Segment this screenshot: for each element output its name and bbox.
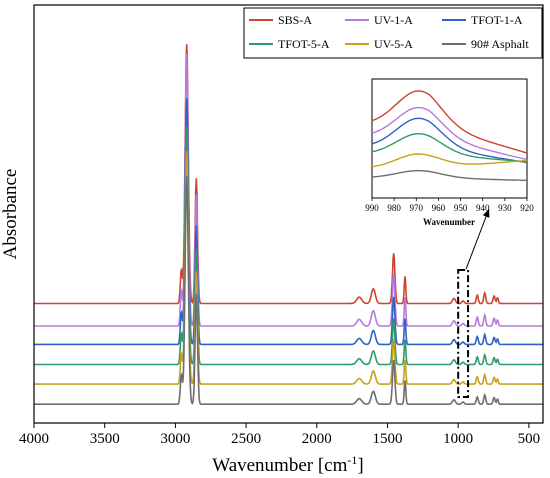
series-line-uv-5-a (34, 150, 543, 385)
legend-label-uv-1-a: UV-1-A (374, 13, 413, 27)
inset-series (372, 90, 527, 182)
inset-x-axis: 990 980 970 960 950 940 930 920 (365, 198, 534, 213)
inset-frame (371, 78, 528, 199)
x-axis-title: Wavenumber [cm-1] (212, 453, 363, 476)
inset-x-tick-label: 960 (432, 203, 446, 213)
legend-label-uv-5-a: UV-5-A (374, 37, 413, 51)
y-axis-title: Absorbance (0, 169, 21, 260)
inset-x-tick-label: 980 (387, 203, 401, 213)
inset-line-uv-5-a (372, 153, 527, 168)
inset-x-tick-label: 930 (498, 203, 512, 213)
x-tick-label: 3000 (160, 431, 190, 447)
inset-line-sbs-a (372, 90, 527, 154)
inset-x-axis-title: Wavenumber (423, 217, 475, 227)
inset-x-tick-label: 950 (454, 203, 468, 213)
legend-label-tfot-5-a: TFOT-5-A (278, 37, 330, 51)
x-tick-label: 2000 (302, 431, 332, 447)
inset-line-90-asphalt (372, 169, 527, 182)
inset-x-tick-label: 920 (520, 203, 534, 213)
series-line-uv-1-a (34, 53, 543, 327)
legend: SBS-A UV-1-A TFOT-1-A TFOT-5-A UV-5-A 90# Asp… (243, 7, 543, 59)
inset-line-tfot-5-a (372, 132, 527, 163)
legend-label-tfot-1-a: TFOT-1-A (471, 13, 523, 27)
inset-x-tick-label: 990 (365, 203, 379, 213)
inset-arrowhead (482, 209, 490, 218)
x-tick-label: 4000 (19, 431, 49, 447)
plot-frame (33, 4, 544, 424)
series-line-90-asphalt (34, 176, 543, 405)
legend-label-sbs-a: SBS-A (278, 13, 312, 27)
legend-label-90-asphalt: 90# Asphalt (471, 37, 529, 51)
x-tick-label: 1000 (443, 431, 473, 447)
x-tick-label: 2500 (231, 431, 261, 447)
x-tick-label: 1500 (372, 431, 402, 447)
inset-arrow (465, 208, 490, 270)
legend-frame (243, 7, 543, 59)
x-tick-label: 3500 (90, 431, 120, 447)
highlight-box (457, 269, 470, 398)
x-tick-label: 500 (518, 431, 541, 447)
inset-x-tick-label: 940 (476, 203, 490, 213)
inset-x-tick-label: 970 (410, 203, 424, 213)
inset-line-tfot-1-a (372, 117, 527, 164)
x-axis: 4000 3500 3000 2500 2000 1500 1000 500 (19, 423, 540, 447)
inset-plot: 990 980 970 960 950 940 930 920 Wavenumber (365, 78, 534, 227)
inset-line-uv-1-a (372, 106, 527, 161)
series-line-tfot-5-a (34, 126, 543, 366)
